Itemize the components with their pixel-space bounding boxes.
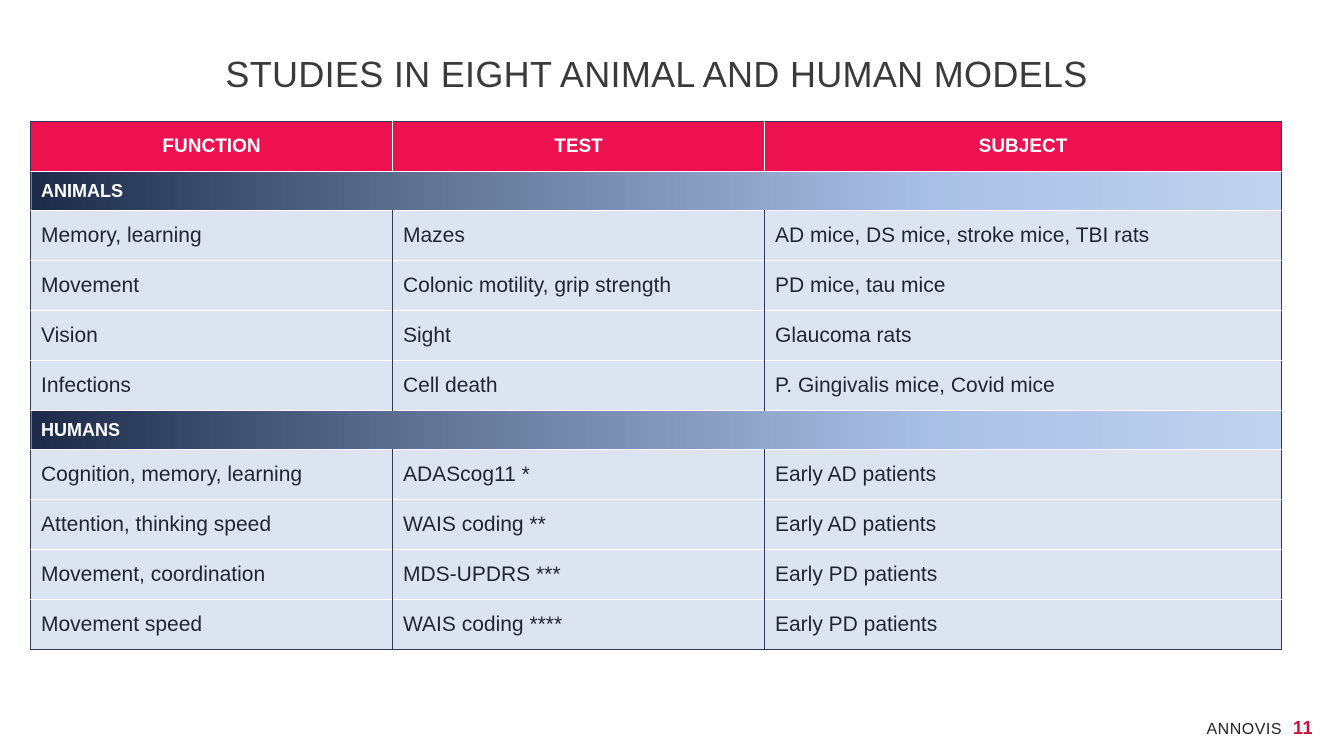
page-number: 11 — [1292, 718, 1313, 738]
table-row: Movement Colonic motility, grip strength… — [30, 260, 1282, 311]
section-row-humans: HUMANS — [30, 410, 1282, 450]
table-row: Cognition, memory, learning ADAScog11 * … — [30, 449, 1282, 500]
subject-cell: AD mice, DS mice, stroke mice, TBI rats — [764, 210, 1282, 261]
column-header-test: TEST — [392, 121, 765, 172]
table-row: Infections Cell death P. Gingivalis mice… — [30, 360, 1282, 411]
subject-cell: Early AD patients — [764, 499, 1282, 550]
table-row: Attention, thinking speed WAIS coding **… — [30, 499, 1282, 550]
test-cell: Colonic motility, grip strength — [392, 260, 765, 311]
subject-cell: Early PD patients — [764, 599, 1282, 650]
subject-cell: Early PD patients — [764, 549, 1282, 600]
column-header-function: FUNCTION — [30, 121, 393, 172]
studies-table: FUNCTION TEST SUBJECT ANIMALS Memory, le… — [30, 121, 1282, 650]
subject-cell: Glaucoma rats — [764, 310, 1282, 361]
subject-cell: P. Gingivalis mice, Covid mice — [764, 360, 1282, 411]
table-row: Movement, coordination MDS-UPDRS *** Ear… — [30, 549, 1282, 600]
table-header-row: FUNCTION TEST SUBJECT — [30, 121, 1282, 172]
section-label: HUMANS — [30, 410, 1282, 450]
slide-title: STUDIES IN EIGHT ANIMAL AND HUMAN MODELS — [225, 54, 1088, 95]
test-cell: ADAScog11 * — [392, 449, 765, 500]
function-cell: Infections — [30, 360, 393, 411]
test-cell: Mazes — [392, 210, 765, 261]
function-cell: Movement speed — [30, 599, 393, 650]
section-label: ANIMALS — [30, 171, 1282, 211]
function-cell: Attention, thinking speed — [30, 499, 393, 550]
subject-cell: Early AD patients — [764, 449, 1282, 500]
test-cell: WAIS coding **** — [392, 599, 765, 650]
test-cell: WAIS coding ** — [392, 499, 765, 550]
brand-logo: ANNOVIS — [1206, 721, 1283, 738]
slide-footer: ANNOVIS 11 — [1207, 718, 1314, 739]
function-cell: Movement — [30, 260, 393, 311]
table-row: Memory, learning Mazes AD mice, DS mice,… — [30, 210, 1282, 261]
column-header-subject: SUBJECT — [764, 121, 1282, 172]
function-cell: Movement, coordination — [30, 549, 393, 600]
test-cell: Sight — [392, 310, 765, 361]
subject-cell: PD mice, tau mice — [764, 260, 1282, 311]
table-row: Vision Sight Glaucoma rats — [30, 310, 1282, 361]
test-cell: Cell death — [392, 360, 765, 411]
function-cell: Vision — [30, 310, 393, 361]
table-row: Movement speed WAIS coding **** Early PD… — [30, 599, 1282, 650]
function-cell: Memory, learning — [30, 210, 393, 261]
test-cell: MDS-UPDRS *** — [392, 549, 765, 600]
function-cell: Cognition, memory, learning — [30, 449, 393, 500]
section-row-animals: ANIMALS — [30, 171, 1282, 211]
